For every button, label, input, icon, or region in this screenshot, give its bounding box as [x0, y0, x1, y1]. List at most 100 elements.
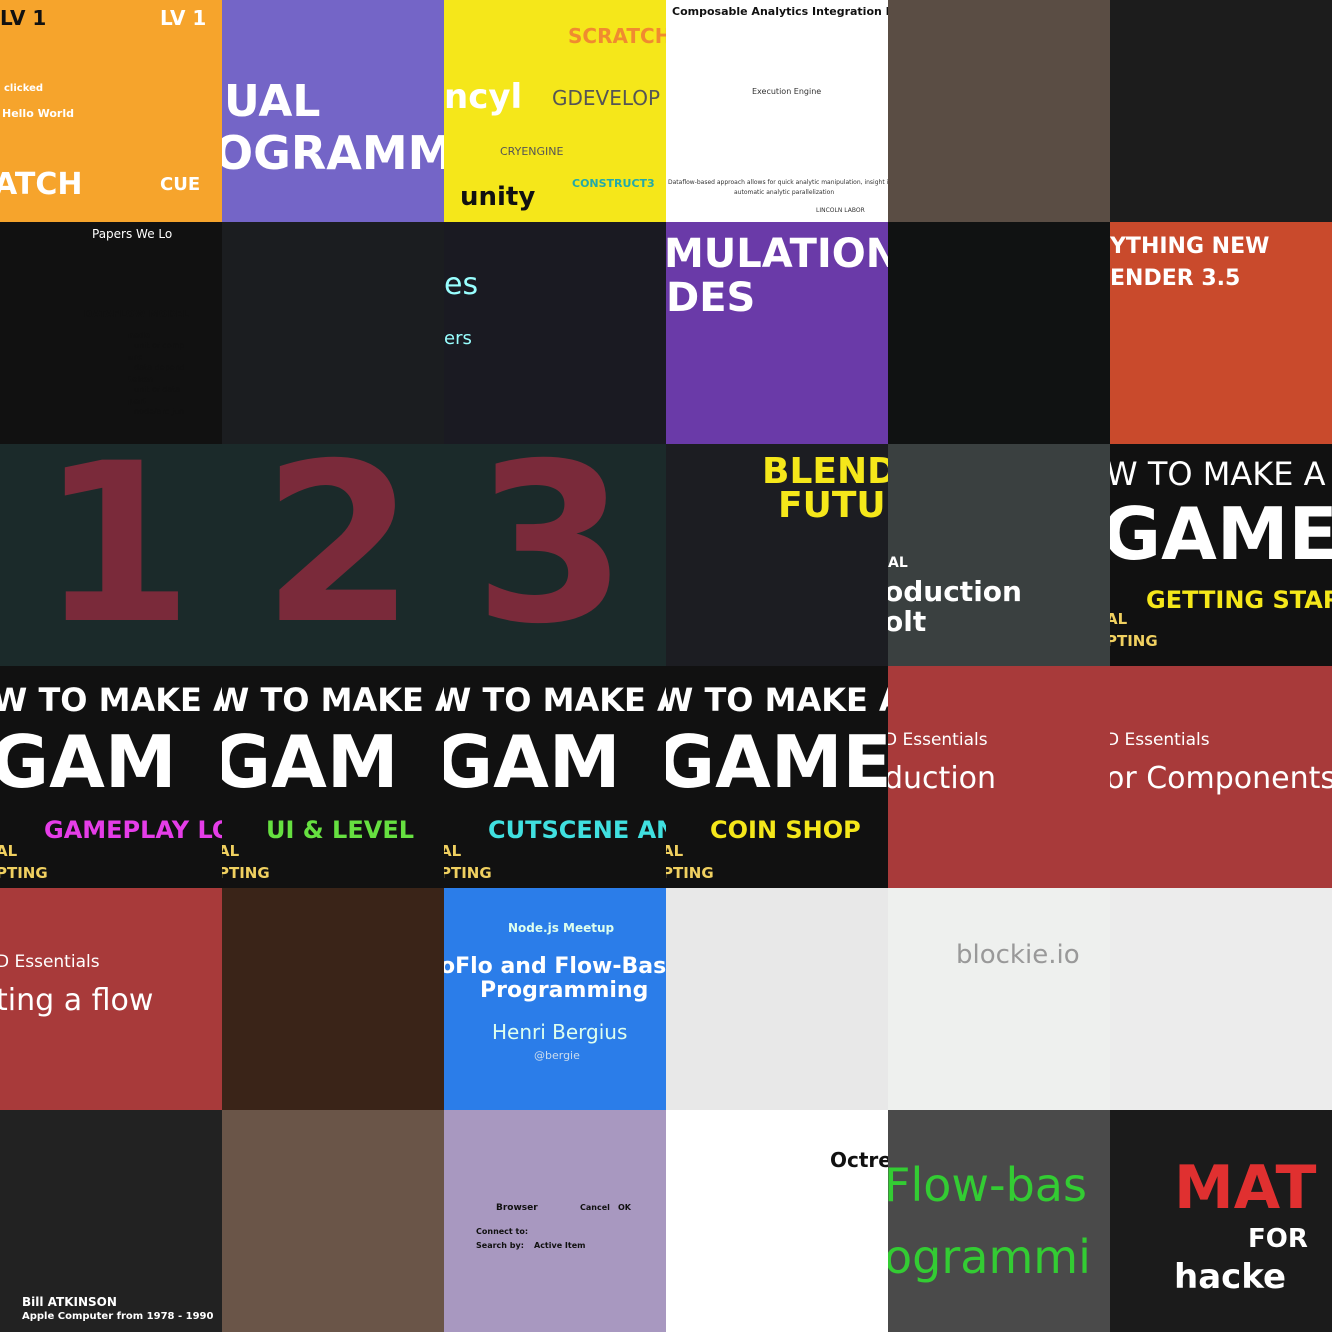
video-thumbnail[interactable]: Papers We Lo DATAFLOW MODEL node unit of co… — [0, 222, 222, 444]
thumbnail-text: or Components — [1110, 761, 1332, 796]
video-thumbnail[interactable]: D Essentials or Components — [1110, 666, 1332, 888]
thumbnail-text: 2 — [262, 444, 416, 666]
video-thumbnail[interactable] — [222, 888, 444, 1110]
thumbnail-text: GAME — [666, 720, 888, 804]
video-thumbnail[interactable] — [222, 1110, 444, 1332]
video-thumbnail[interactable]: 1 — [0, 444, 222, 666]
thumbnail-text: BLENDI — [762, 451, 888, 492]
thumbnail-text: OGRAMMING — [222, 126, 444, 180]
thumbnail-text: SCRATCH — [568, 24, 666, 48]
thumbnail-text: D Essentials — [0, 952, 100, 972]
thumbnail-text: GETTING STAR — [1146, 586, 1332, 614]
thumbnail-text: UI & LEVEL — [266, 816, 415, 844]
video-thumbnail[interactable]: 3 — [444, 444, 666, 666]
thumbnail-text: PTING — [0, 864, 48, 882]
thumbnail-text: Hello World — [2, 107, 74, 120]
video-thumbnail[interactable]: Bill ATKINSON Apple Computer from 1978 - … — [0, 1110, 222, 1332]
thumbnail-text: OK — [618, 1203, 631, 1212]
video-thumbnail[interactable] — [1110, 0, 1332, 222]
thumbnail-text: W TO MAKE A — [444, 681, 666, 719]
video-thumbnail[interactable]: AL oduction olt — [888, 444, 1110, 666]
video-thumbnail[interactable]: W TO MAKE A GAME GETTING STAR AL PTING — [1110, 444, 1332, 666]
video-thumbnail[interactable]: LV 1 clicked Hello World ATCH LV 1 CUE — [0, 0, 222, 222]
video-thumbnail[interactable]: Flow-bas ogrammi — [888, 1110, 1110, 1332]
thumbnail-text: D Essentials — [888, 730, 988, 750]
video-thumbnail[interactable]: UALOGRAMMING — [222, 0, 444, 222]
thumbnail-text: Programming — [480, 978, 649, 1003]
thumbnail-text: Flow-bas — [888, 1158, 1087, 1212]
thumbnail-text: Bill ATKINSON — [22, 1295, 117, 1309]
thumbnail-text: PTING — [444, 864, 492, 882]
video-thumbnail[interactable]: W TO MAKE A GAME COIN SHOP AL PTING — [666, 666, 888, 888]
thumbnail-text: es — [444, 267, 479, 302]
thumbnail-text: LV 1 — [0, 6, 47, 30]
video-thumbnail[interactable]: Octre — [666, 1110, 888, 1332]
thumbnail-text: FOR — [1248, 1224, 1308, 1254]
thumbnail-text: MAT — [1174, 1153, 1317, 1223]
video-thumbnail[interactable]: ncyl SCRATCH GDEVELOP CRYENGINE CONSTRUCT3 un… — [444, 0, 666, 222]
thumbnail-text: olt — [888, 605, 927, 638]
thumbnail-text: Cancel — [580, 1203, 610, 1212]
video-thumbnail[interactable]: 2 — [222, 444, 444, 666]
video-thumbnail[interactable]: W TO MAKE A GAM GAMEPLAY LO AL PTING — [0, 666, 222, 888]
thumbnail-text: unit of comp — [134, 341, 185, 350]
video-thumbnail[interactable]: D Essentials ting a flow — [0, 888, 222, 1110]
thumbnail-text: W TO MAKE A — [666, 681, 888, 719]
thumbnail-text: Composable Analytics Integration Platfor — [672, 5, 888, 18]
video-thumbnail[interactable] — [666, 888, 888, 1110]
thumbnail-text: GAM — [444, 720, 621, 804]
thumbnail-text: node/arc jun — [134, 407, 184, 416]
thumbnail-text: Browser — [496, 1203, 538, 1213]
thumbnail-text: Management Services — [740, 61, 829, 70]
thumbnail-text: ting a flow — [0, 983, 154, 1018]
thumbnail-text: Dataflow-based approach allows for quick… — [668, 179, 888, 186]
thumbnail-text: W TO MAKE A — [1110, 455, 1326, 493]
thumbnail-text: data depend — [134, 363, 185, 372]
video-thumbnail[interactable]: Composable Analytics Integration Platfor… — [666, 0, 888, 222]
video-thumbnail[interactable]: W TO MAKE A GAM UI & LEVEL AL PTING — [222, 666, 444, 888]
thumbnail-text: unit of data — [134, 385, 181, 394]
video-thumbnail[interactable]: D Essentials duction — [888, 666, 1110, 888]
thumbnail-text: UAL — [224, 76, 321, 127]
thumbnail-text: ogrammi — [888, 1230, 1091, 1284]
thumbnail-text: Apple Computer from 1978 - 1990 — [22, 1311, 214, 1322]
thumbnail-text: Octre — [830, 1148, 888, 1172]
thumbnail-text: CUTSCENE ANIM — [488, 816, 666, 844]
video-thumbnail[interactable]: BLENDIFUTUR — [666, 444, 888, 666]
video-thumbnail[interactable] — [888, 222, 1110, 444]
video-thumbnail[interactable]: MULATION DES — [666, 222, 888, 444]
video-thumbnail[interactable]: YTHING NEW ENDER 3.5 — [1110, 222, 1332, 444]
thumbnail-text: blockie.io — [956, 940, 1080, 970]
thumbnail-text: AL — [444, 842, 462, 860]
video-thumbnail[interactable]: MAT FOR hacke — [1110, 1110, 1332, 1332]
thumbnail-text: 3 — [474, 444, 628, 666]
thumbnail-text: GAME — [1110, 492, 1332, 576]
video-thumbnail[interactable] — [222, 222, 444, 444]
thumbnail-text: hacke — [1174, 1257, 1287, 1297]
thumbnail-text: CUE — [160, 174, 201, 195]
thumbnail-text: CRYENGINE — [500, 145, 564, 158]
video-thumbnail[interactable]: Browser Cancel OK Connect to: Search by: Acti… — [444, 1110, 666, 1332]
thumbnail-text: ncyl — [444, 77, 523, 117]
video-thumbnail[interactable] — [1110, 888, 1332, 1110]
thumbnail-text: W TO MAKE A — [0, 681, 222, 719]
thumbnail-text: duction — [888, 761, 997, 796]
thumbnail-text: Papers We Lo — [92, 227, 173, 241]
thumbnail-text: node — [128, 331, 151, 340]
thumbnail-text: PTING — [222, 864, 270, 882]
thumbnail-text: ENDER 3.5 — [1110, 266, 1241, 291]
thumbnail-text: DES — [666, 275, 756, 321]
thumbnail-text: GAM — [0, 720, 177, 804]
video-thumbnail[interactable] — [888, 0, 1110, 222]
thumbnail-text: Henri Bergius — [492, 1020, 628, 1044]
video-thumbnail[interactable]: Node.js Meetup oFlo and Flow-Base Programm… — [444, 888, 666, 1110]
thumbnail-text: LINCOLN LABOR — [816, 207, 865, 214]
video-thumbnail[interactable]: es ers — [444, 222, 666, 444]
thumbnail-text: oFlo and Flow-Base — [444, 954, 666, 979]
video-thumbnail[interactable]: blockie.io — [888, 888, 1110, 1110]
thumbnail-text: clicked — [4, 83, 44, 94]
thumbnail-text: @bergie — [534, 1049, 580, 1062]
thumbnail-text: Node.js Meetup — [508, 921, 615, 935]
